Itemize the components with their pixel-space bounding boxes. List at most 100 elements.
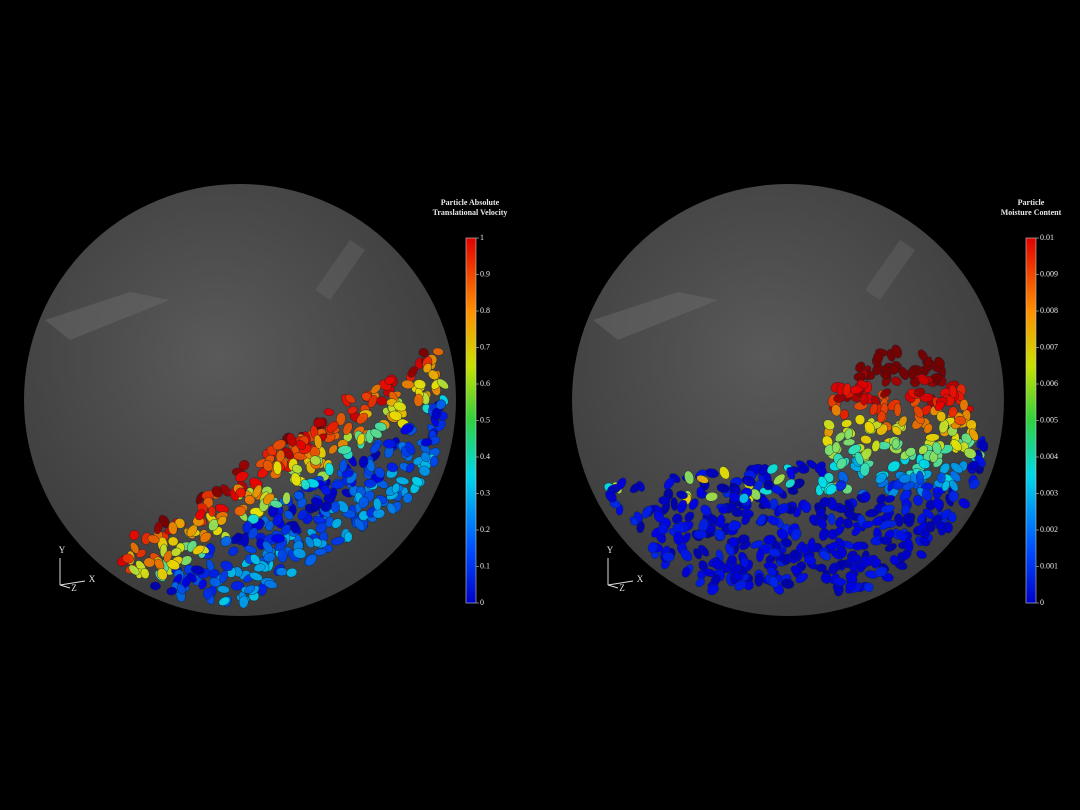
particle xyxy=(370,384,381,394)
particle xyxy=(263,552,276,563)
particle xyxy=(891,438,900,449)
particle xyxy=(918,459,931,469)
particle xyxy=(312,515,327,525)
particle xyxy=(235,471,249,483)
particle xyxy=(401,379,415,390)
particle xyxy=(429,455,439,468)
particle xyxy=(411,476,423,487)
particle xyxy=(861,520,874,529)
particle xyxy=(192,545,205,555)
particle xyxy=(859,393,869,406)
axis-x xyxy=(59,580,86,586)
particle xyxy=(641,505,653,519)
particle xyxy=(766,567,777,577)
particle xyxy=(841,419,853,428)
particle xyxy=(967,460,979,472)
particle xyxy=(358,455,369,469)
particle xyxy=(284,510,294,520)
particle xyxy=(934,400,945,412)
particle xyxy=(382,439,396,449)
particle xyxy=(220,535,232,547)
particle xyxy=(658,523,669,535)
particle xyxy=(807,537,816,551)
particle xyxy=(341,470,354,478)
particle xyxy=(925,520,936,533)
particle xyxy=(248,527,259,540)
colorbar-tick-label: 0.01 xyxy=(1040,233,1054,242)
particle xyxy=(658,496,671,506)
colorbar-tick-label: 0.7 xyxy=(480,342,490,351)
particle xyxy=(384,376,396,385)
particle xyxy=(228,546,239,557)
particle xyxy=(154,521,163,535)
particle xyxy=(336,412,346,426)
particle xyxy=(756,513,767,527)
particle xyxy=(264,580,278,589)
particle xyxy=(854,451,864,466)
particle xyxy=(342,422,353,435)
colorbar-tick-label: 0.006 xyxy=(1040,379,1058,388)
particle xyxy=(149,581,161,591)
particle xyxy=(790,528,802,541)
particle xyxy=(693,548,702,560)
baffle xyxy=(315,240,365,300)
particle xyxy=(249,571,263,581)
particle xyxy=(203,587,213,600)
particle xyxy=(827,528,838,540)
particle xyxy=(297,509,308,521)
colorbar-tick-label: 0.5 xyxy=(480,415,490,424)
particle xyxy=(932,441,942,455)
particle xyxy=(217,515,227,526)
particle xyxy=(605,490,617,503)
particle xyxy=(305,553,318,567)
particle xyxy=(834,431,846,443)
particle xyxy=(948,384,957,399)
axis-label: Y xyxy=(607,545,614,555)
particle xyxy=(917,513,926,524)
particle xyxy=(673,531,684,546)
particle xyxy=(763,479,774,491)
particle xyxy=(855,560,866,573)
particle xyxy=(629,482,642,494)
particle xyxy=(187,572,197,583)
particle xyxy=(734,580,747,591)
axis-label: Y xyxy=(59,545,66,555)
particle xyxy=(208,519,219,532)
particle xyxy=(684,470,695,485)
particle xyxy=(936,472,946,484)
axis-label: Z xyxy=(71,583,77,593)
particle xyxy=(905,447,916,457)
particle xyxy=(393,401,407,412)
particle xyxy=(948,406,958,418)
particle xyxy=(209,577,221,588)
particle xyxy=(395,476,410,485)
particle xyxy=(376,396,388,406)
particle xyxy=(716,483,730,494)
particle xyxy=(968,428,979,442)
particle xyxy=(827,513,836,526)
particle xyxy=(286,567,298,578)
particle xyxy=(324,462,334,476)
particle xyxy=(739,493,749,504)
particle xyxy=(891,426,902,436)
particle xyxy=(143,557,156,568)
particle xyxy=(250,553,261,565)
particle xyxy=(277,548,288,563)
particle xyxy=(966,419,977,430)
particle xyxy=(313,417,325,428)
particle xyxy=(795,572,809,584)
particle xyxy=(825,484,837,496)
particle xyxy=(339,459,348,473)
particle xyxy=(787,487,799,495)
particle xyxy=(816,508,826,519)
particle xyxy=(331,501,340,513)
particle xyxy=(855,361,866,373)
particle xyxy=(768,548,781,558)
particle xyxy=(234,505,246,517)
particle xyxy=(907,367,916,380)
particle xyxy=(389,410,403,421)
colorbar-tick-label: 0.009 xyxy=(1040,269,1058,278)
particle xyxy=(176,583,186,595)
particle xyxy=(828,562,840,575)
particle xyxy=(891,344,903,359)
